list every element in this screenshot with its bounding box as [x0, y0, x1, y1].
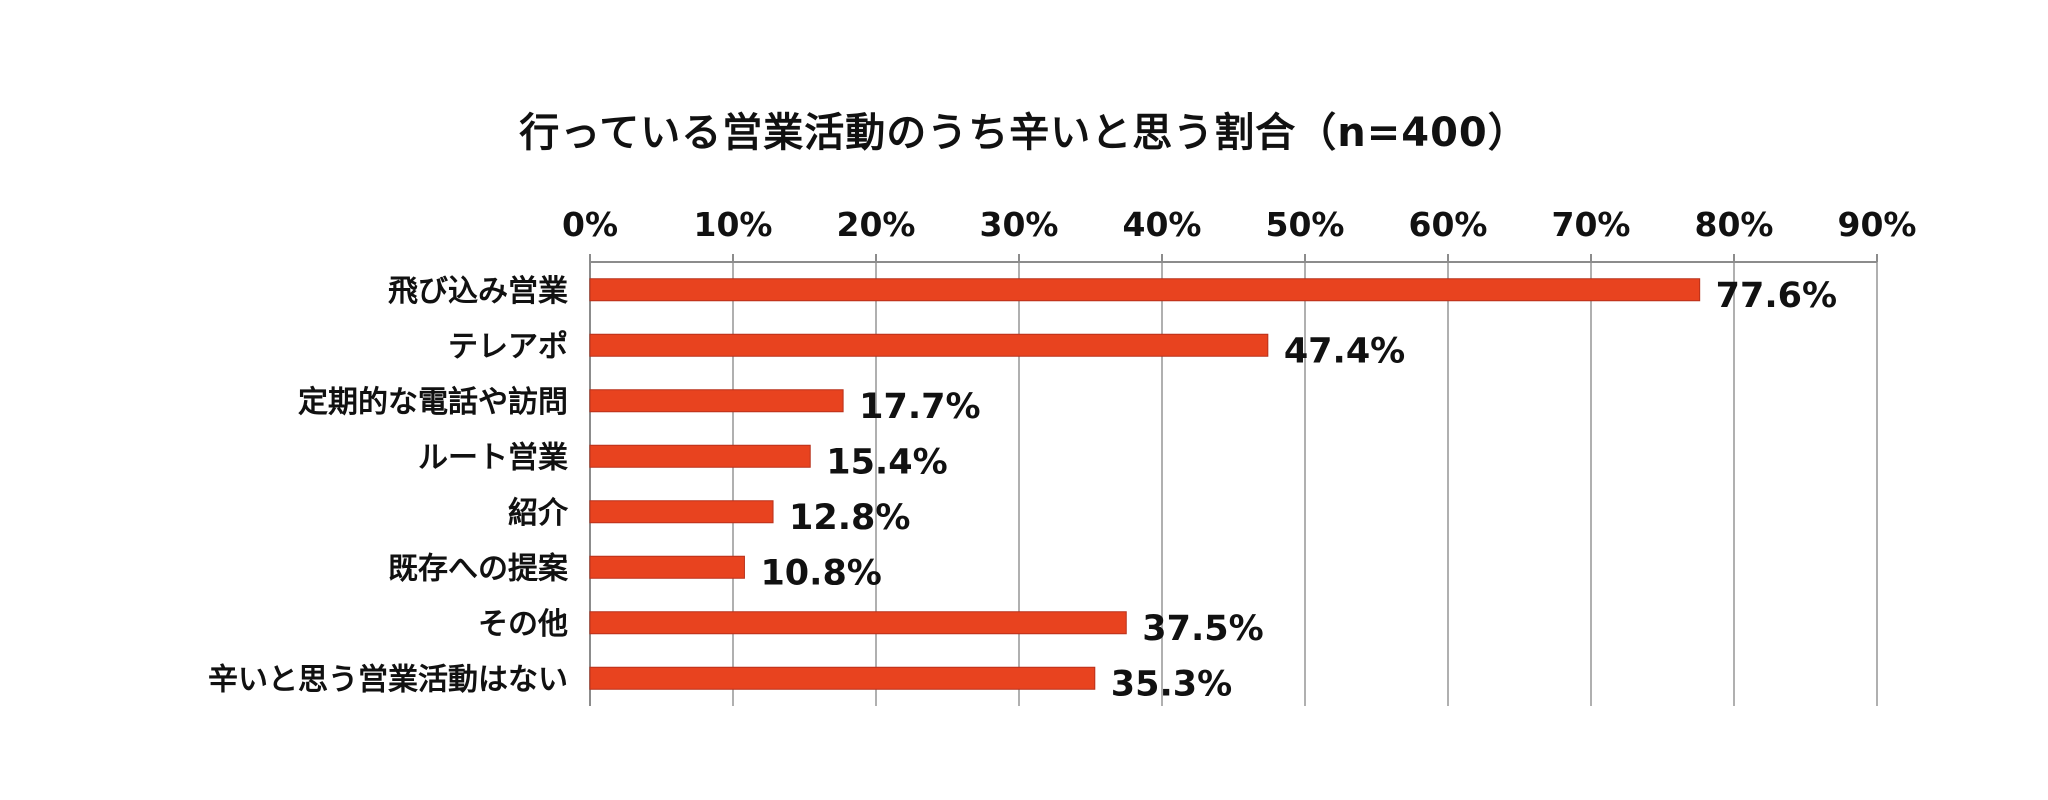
- category-label: ルート営業: [418, 440, 568, 475]
- category-label: 辛いと思う営業活動はない: [208, 662, 568, 697]
- x-tick-label: 70%: [1552, 205, 1631, 244]
- data-label: 17.7%: [859, 387, 980, 427]
- bars: [589, 278, 1701, 690]
- x-tick-label: 30%: [980, 205, 1059, 244]
- category-label: 定期的な電話や訪問: [298, 385, 568, 420]
- data-labels: 77.6% 47.4% 17.7% 15.4% 12.8% 10.8% 37.5% 35.3%: [760, 276, 1837, 705]
- bar: [589, 278, 1701, 302]
- bar: [589, 666, 1096, 690]
- chart-title: 行っている営業活動のうち辛いと思う割合（n=400）: [519, 110, 1529, 156]
- data-label: 37.5%: [1142, 609, 1263, 649]
- x-tick-label: 20%: [837, 205, 916, 244]
- data-label: 10.8%: [760, 553, 881, 593]
- category-labels: 飛び込み営業テレアポ定期的な電話や訪問ルート営業紹介既存への提案その他辛いと思う…: [208, 274, 569, 698]
- data-label: 15.4%: [826, 442, 947, 482]
- category-label: その他: [478, 607, 568, 642]
- x-tick-label: 90%: [1838, 205, 1917, 244]
- bar: [589, 500, 774, 524]
- x-tick-label: 10%: [694, 205, 773, 244]
- x-tick-label: 60%: [1409, 205, 1488, 244]
- category-label: テレアポ: [448, 329, 568, 364]
- bar: [589, 611, 1127, 635]
- bar: [589, 389, 844, 413]
- category-label: 飛び込み営業: [388, 274, 568, 309]
- data-label: 12.8%: [789, 498, 910, 538]
- x-tick-label: 40%: [1123, 205, 1202, 244]
- category-label: 紹介: [508, 496, 569, 531]
- data-label: 35.3%: [1111, 664, 1232, 704]
- data-label: 47.4%: [1284, 331, 1405, 371]
- data-label: 77.6%: [1716, 276, 1837, 316]
- bar: [589, 444, 811, 468]
- bar: [589, 333, 1269, 357]
- category-label: 既存への提案: [388, 551, 569, 586]
- x-tick-label: 0%: [562, 205, 618, 244]
- x-tick-label: 80%: [1695, 205, 1774, 244]
- x-tick-label: 50%: [1266, 205, 1345, 244]
- x-axis-tick-labels: 0% 10% 20% 30% 40% 50% 60% 70% 80% 90%: [562, 205, 1917, 244]
- bar: [589, 555, 745, 579]
